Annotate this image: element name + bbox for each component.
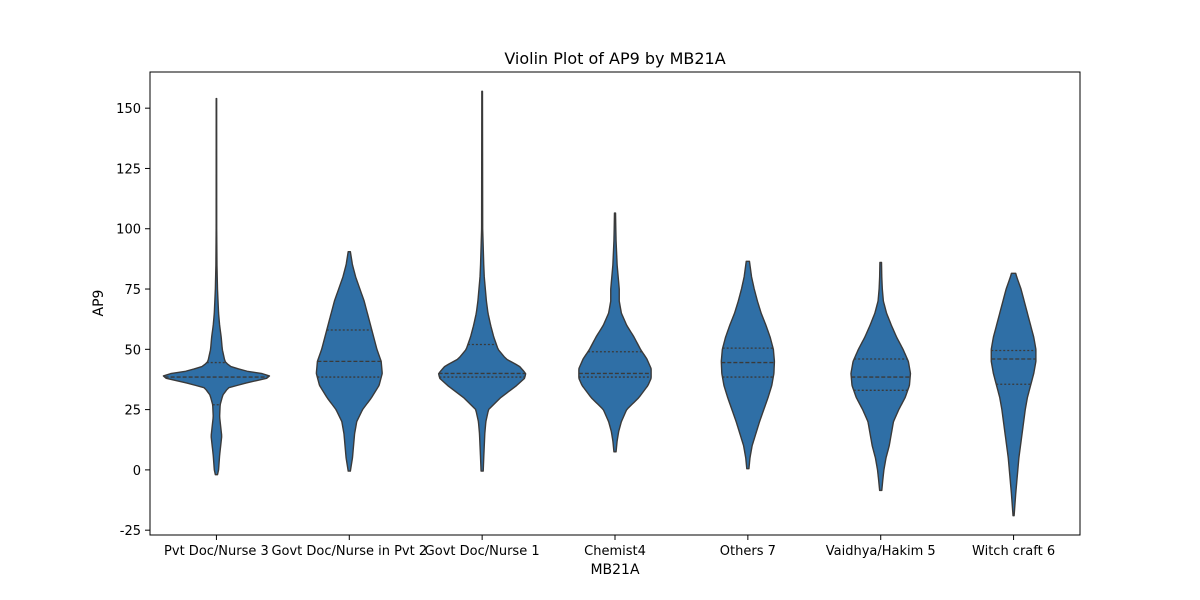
y-axis-label: AP9	[91, 290, 107, 317]
violin-body	[578, 212, 652, 453]
x-tick-label: Govt Doc/Nurse 1	[425, 544, 540, 559]
y-tick-label: 25	[124, 404, 141, 419]
y-axis: -25 0 25 50 75 100 125 150	[116, 102, 150, 539]
violin-body	[720, 260, 776, 470]
violin-7	[990, 272, 1037, 517]
y-tick-label: 75	[124, 283, 141, 298]
y-tick-label: 150	[116, 102, 141, 117]
violin-body	[990, 272, 1037, 517]
chart-title: Violin Plot of AP9 by MB21A	[504, 49, 725, 68]
violin-3	[437, 90, 527, 472]
x-tick-label: Pvt Doc/Nurse 3	[164, 544, 269, 559]
violin-body	[437, 90, 527, 472]
violin-2	[315, 250, 383, 472]
violin-5	[720, 260, 776, 470]
x-tick-label: Vaidhya/Hakim 5	[826, 544, 936, 559]
x-tick-label: Govt Doc/Nurse in Pvt 2	[271, 544, 427, 559]
y-tick-label: 125	[116, 162, 141, 177]
y-tick-label: 100	[116, 223, 141, 238]
y-tick-label: 50	[124, 343, 141, 358]
violin-6	[850, 261, 912, 492]
violin-body	[850, 261, 912, 492]
x-axis-label: MB21A	[590, 562, 639, 578]
x-tick-label: Witch craft 6	[972, 544, 1055, 559]
violin-1	[162, 97, 271, 476]
x-tick-label: Others 7	[720, 544, 776, 559]
y-tick-label: -25	[120, 524, 141, 539]
violin-4	[578, 212, 652, 453]
y-tick-label: 0	[133, 464, 141, 479]
violins-layer	[162, 90, 1037, 517]
violin-body	[162, 97, 271, 476]
x-tick-label: Chemist4	[584, 544, 646, 559]
x-axis: Pvt Doc/Nurse 3 Govt Doc/Nurse in Pvt 2Go…	[164, 535, 1055, 559]
